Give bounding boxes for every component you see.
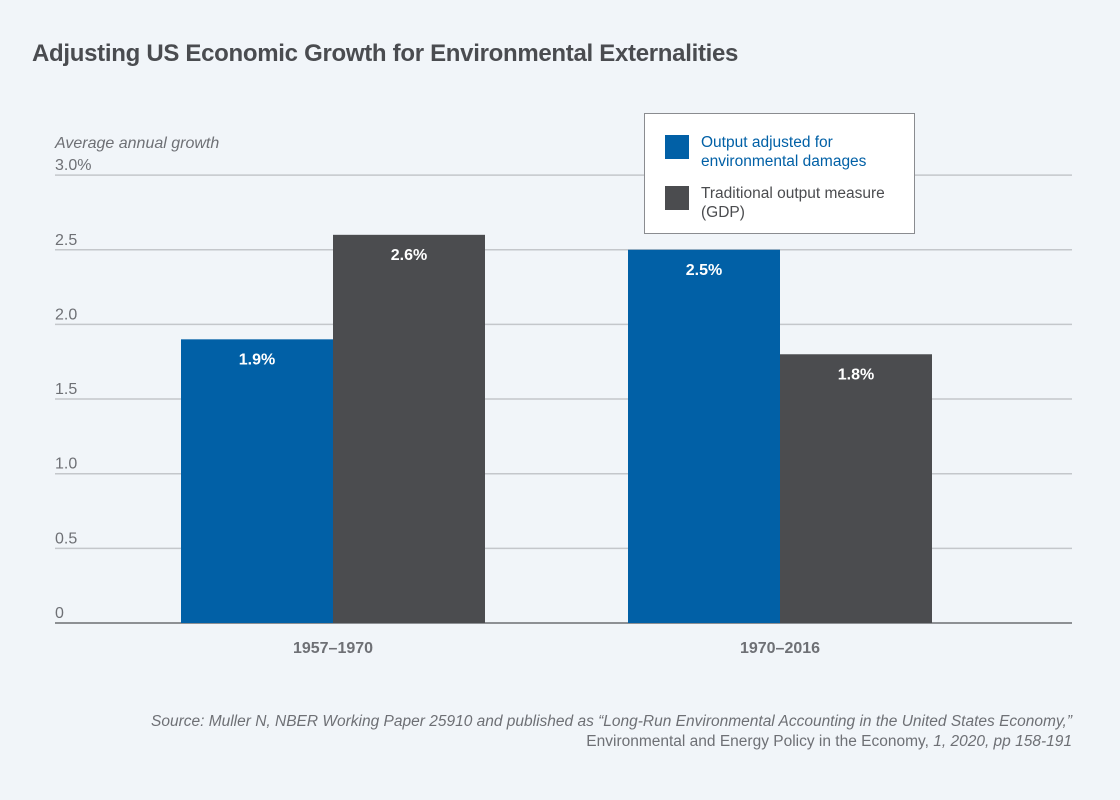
y-tick-label: 2.0: [55, 306, 77, 323]
legend-label-traditional: Traditional output measure (GDP): [701, 185, 885, 221]
bar: [628, 249, 780, 623]
y-tick-label: 2.5: [55, 232, 77, 249]
x-tick-label: 1970–2016: [740, 640, 820, 657]
labels: Average annual growth 0 0.5 1.0 1.5 2.0 2.5 3.0…: [54, 135, 874, 657]
source-journal: Environmental and Energy Policy in the E…: [586, 733, 929, 750]
bars: [181, 234, 932, 623]
bar: [780, 354, 932, 623]
y-tick-label: 1.0: [55, 456, 77, 473]
source-citation-italic: Source: Muller N, NBER Working Paper 259…: [150, 713, 1072, 730]
legend: Output adjusted for environmental damage…: [644, 113, 915, 234]
bar: [333, 234, 485, 623]
y-tick-label: 3.0%: [55, 157, 91, 174]
bar-value-label: 2.5%: [686, 262, 722, 279]
chart-title: Adjusting US Economic Growth for Environ…: [32, 40, 739, 67]
x-tick-label: 1957–1970: [293, 640, 373, 657]
legend-label-adjusted: Output adjusted for environmental damage…: [701, 134, 867, 170]
legend-swatch-adjusted: [665, 135, 689, 159]
legend-item-adjusted: Output adjusted for environmental damage…: [665, 133, 911, 171]
y-tick-label: 0.5: [55, 530, 77, 547]
y-tick-label: 0: [55, 605, 64, 622]
source-note: Source: Muller N, NBER Working Paper 259…: [72, 712, 1072, 752]
source-volume: 1, 2020, pp 158-191: [928, 733, 1072, 750]
legend-swatch-traditional: [665, 186, 689, 210]
legend-item-traditional: Traditional output measure (GDP): [665, 184, 911, 222]
y-axis-title: Average annual growth: [54, 135, 219, 152]
bar-value-label: 1.8%: [838, 366, 874, 383]
bar-value-label: 1.9%: [239, 351, 275, 368]
y-tick-label: 1.5: [55, 381, 77, 398]
bar-value-label: 2.6%: [391, 247, 427, 264]
bar: [181, 339, 333, 623]
